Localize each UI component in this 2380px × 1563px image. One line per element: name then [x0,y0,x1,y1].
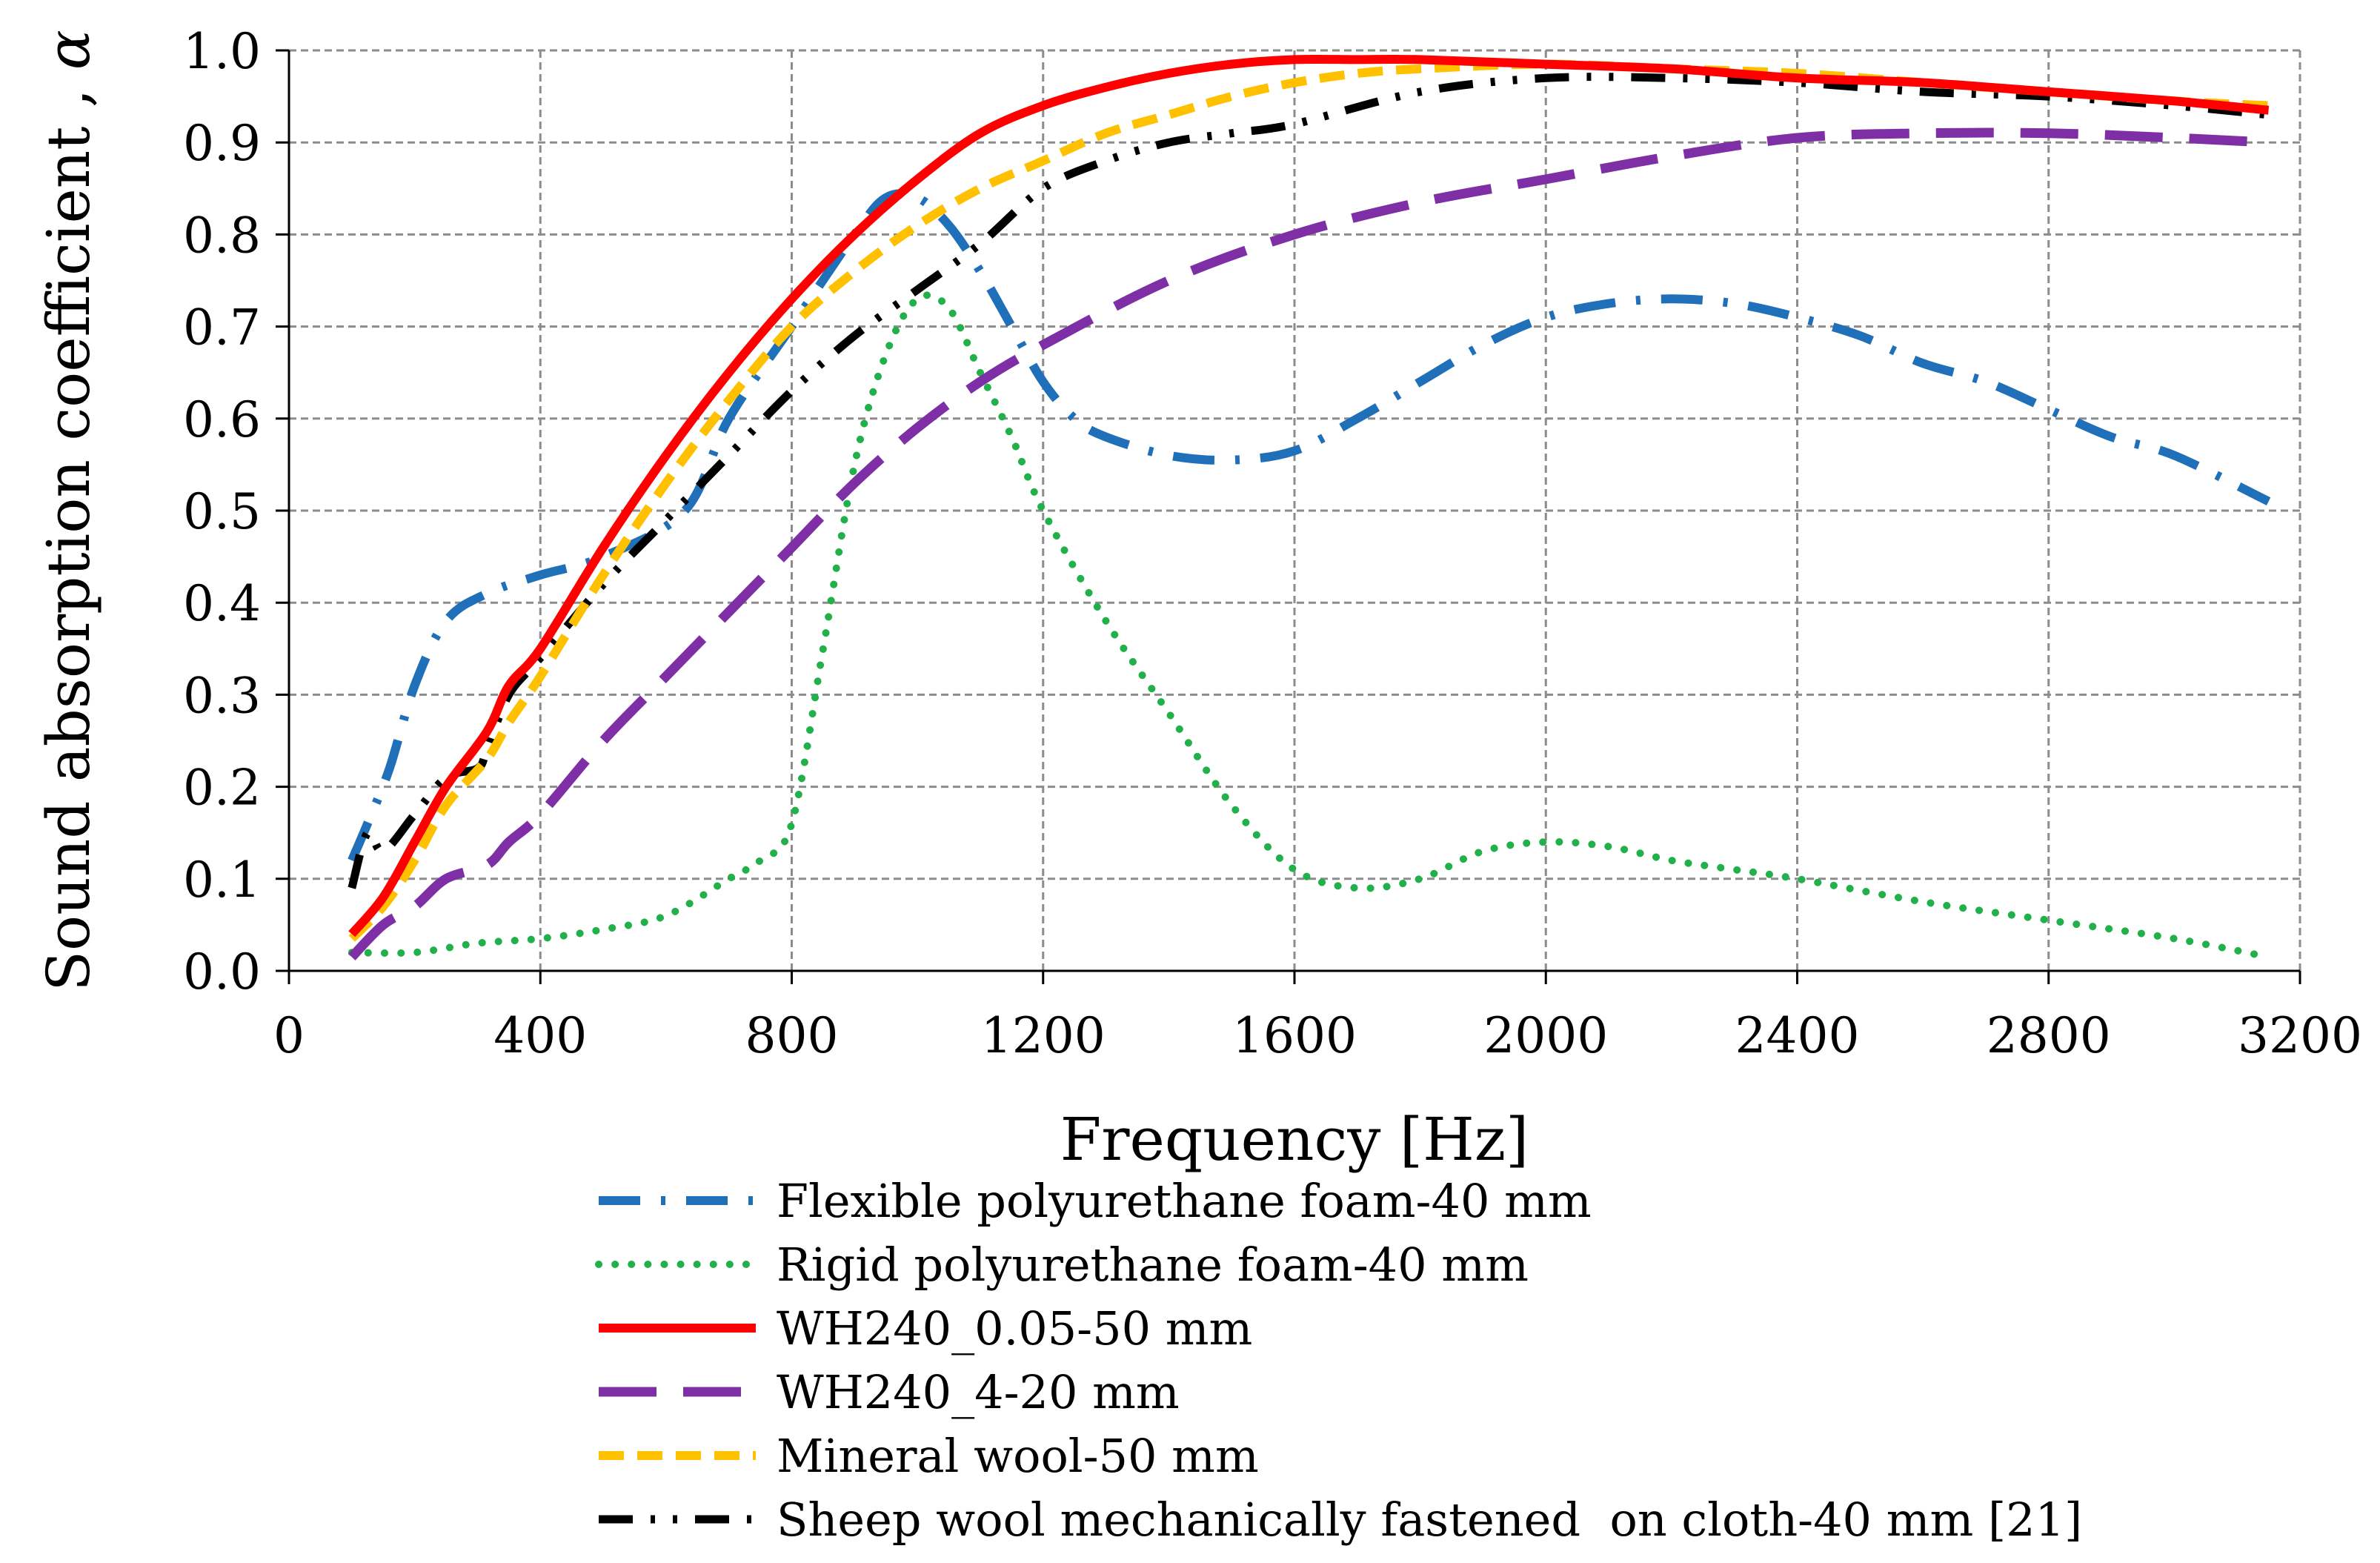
y-tick-label: 0.7 [183,299,261,356]
y-tick-label: 0.2 [183,760,261,817]
y-tick-label: 0.9 [183,115,261,172]
x-tick-label: 2000 [1483,1007,1608,1064]
x-tick-label: 0 [273,1007,305,1064]
legend-label-mineral-wool-50-mm: Mineral wool-50 mm [777,1429,1259,1483]
x-tick-label: 1200 [981,1007,1106,1064]
series-line-flexible-polyurethane-foam-40-mm [348,189,2271,863]
y-tick-label: 0.3 [183,667,261,724]
legend-label-rigid-polyurethane-foam-40-mm: Rigid polyurethane foam-40 mm [777,1238,1529,1292]
y-tick-label: 0.4 [183,575,261,632]
grid-layer [289,49,2301,971]
y-tick-label: 0.0 [183,943,261,1000]
x-tick-label: 3200 [2238,1007,2362,1064]
series-layer [348,54,2273,961]
legend: Flexible polyurethane foam-40 mm Rigid po… [595,1174,2082,1547]
legend-label-wh240-4-20-mm: WH240_4-20 mm [777,1365,1180,1419]
legend-label-flexible-polyurethane-foam-40-mm: Flexible polyurethane foam-40 mm [777,1174,1592,1228]
y-axis-title-text: Sound absorption coefficient , [34,70,103,992]
series-line-wh240-4-20-mm [348,127,2269,960]
x-axis-title: Frequency [Hz] [1060,1105,1529,1174]
series-line-sheep-wool-mechanically-fastened-on-cloth-40-mm-21 [348,73,2270,889]
x-tick-label: 400 [493,1007,587,1064]
series-line-rigid-polyurethane-foam-40-mm [348,291,2273,961]
y-tick-label: 0.1 [183,852,261,909]
y-tick-label: 0.8 [183,207,261,264]
y-axis-title-symbol: α [34,30,103,70]
x-tick-label: 800 [745,1007,839,1064]
series-line-mineral-wool-50-mm [348,59,2269,942]
x-tick-label: 1600 [1232,1007,1357,1064]
x-tick-label: 2400 [1735,1007,1860,1064]
x-tick-label: 2800 [1987,1007,2111,1064]
y-tick-label: 1.0 [183,23,261,80]
y-tick-label: 0.6 [183,391,261,448]
series-line-wh240-0-05-50-mm [348,54,2270,938]
axis-layer: 0.0 0.1 0.2 0.3 0.4 0.5 0.6 0.7 0.8 0.9 1.0 0 400 800… [34,23,2362,1174]
y-tick-label: 0.5 [183,483,261,540]
legend-label-sheep-wool-mechanically-fastened-on-cloth-40-mm-21: Sheep wool mechanically fastened on clot… [777,1493,2082,1547]
legend-label-wh240-0-05-50-mm: WH240_0.05-50 mm [777,1301,1252,1355]
y-axis-title: Sound absorption coefficient , α [34,30,103,992]
